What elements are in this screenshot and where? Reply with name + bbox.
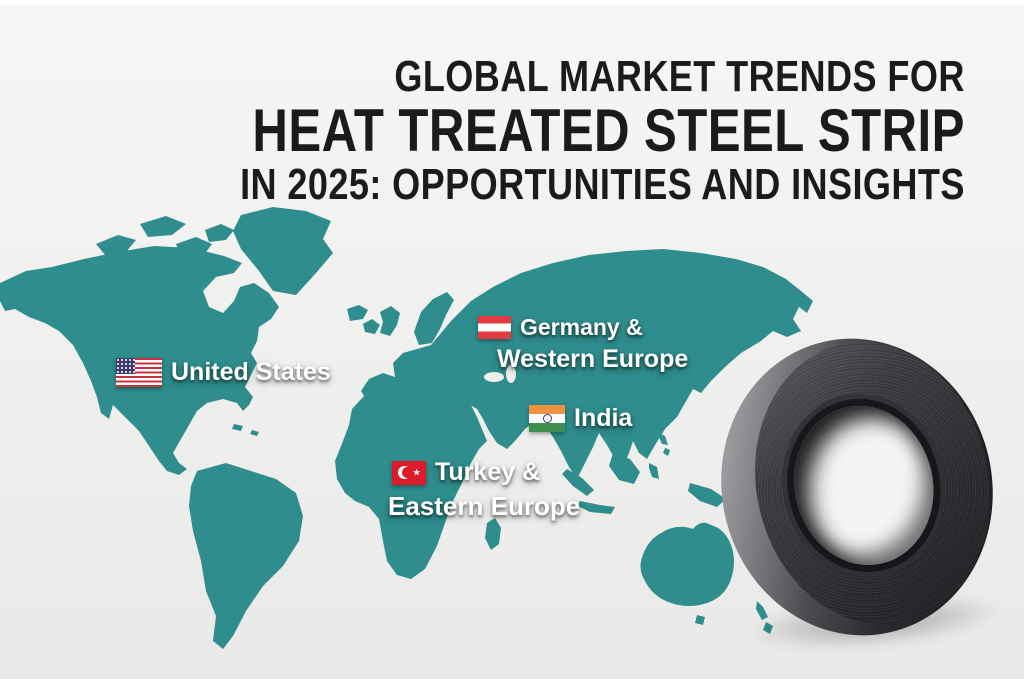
caribbean-islands	[232, 424, 259, 436]
india-flag-icon	[529, 405, 565, 432]
japan-sakhalin	[690, 298, 714, 360]
region-name: India	[574, 404, 633, 432]
title-line-1: GLOBAL MARKET TRENDS FOR	[394, 52, 965, 101]
continent-africa	[335, 391, 487, 579]
new-zealand	[756, 601, 773, 634]
caspian-sea	[506, 365, 516, 383]
region-name-line2: Western Europe	[497, 345, 689, 373]
black-sea	[484, 372, 504, 382]
title-line-3: IN 2025: OPPORTUNITIES AND INSIGHTS	[240, 160, 965, 209]
turkey-flag-icon: ★	[392, 460, 426, 485]
region-name-line2: Eastern Europe	[388, 491, 581, 521]
region-name: United States	[171, 358, 331, 386]
region-name: Turkey &	[435, 458, 541, 486]
philippines	[659, 433, 670, 456]
arctic-islands	[96, 216, 234, 273]
bottom-edge-strip	[0, 679, 1024, 688]
us-flag-icon	[116, 358, 162, 387]
title-line-2: HEAT TREATED STEEL STRIP	[252, 97, 965, 164]
region-label-united-states: United States	[116, 358, 331, 387]
region-label-india: India	[529, 404, 632, 433]
turkey-star-glyph: ★	[413, 467, 421, 477]
continent-south-america	[189, 463, 303, 649]
british-isles	[363, 306, 400, 336]
region-label-germany-western-europe: Germany & Western Europe	[478, 314, 688, 374]
iceland	[347, 305, 368, 321]
madagascar	[485, 518, 501, 550]
continent-eurasia	[361, 249, 813, 479]
greenland	[233, 207, 333, 295]
top-edge-strip	[0, 0, 1024, 5]
page-title: GLOBAL MARKET TRENDS FOR HEAT TREATED ST…	[240, 54, 965, 208]
australia	[640, 522, 734, 625]
austria-flag-icon	[478, 316, 511, 339]
region-label-turkey-eastern-europe: ★ Turkey & Eastern Europe	[388, 458, 580, 522]
scandinavia	[414, 292, 454, 345]
indonesia	[562, 453, 726, 514]
region-name: Germany &	[520, 314, 643, 340]
